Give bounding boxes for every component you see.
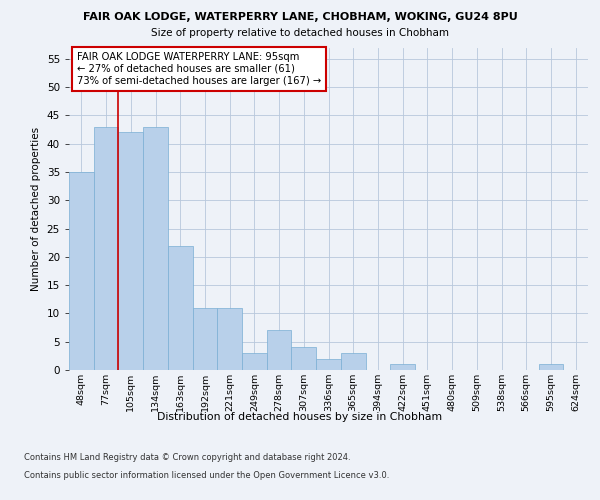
Bar	[341, 353, 365, 370]
Bar	[168, 246, 193, 370]
Bar	[390, 364, 415, 370]
Bar	[69, 172, 94, 370]
Bar	[143, 126, 168, 370]
Text: Contains public sector information licensed under the Open Government Licence v3: Contains public sector information licen…	[24, 471, 389, 480]
Bar	[539, 364, 563, 370]
Bar	[217, 308, 242, 370]
Bar	[316, 358, 341, 370]
Bar	[292, 348, 316, 370]
Bar	[94, 126, 118, 370]
Y-axis label: Number of detached properties: Number of detached properties	[31, 126, 41, 291]
Bar	[118, 132, 143, 370]
Bar	[242, 353, 267, 370]
Text: Distribution of detached houses by size in Chobham: Distribution of detached houses by size …	[157, 412, 443, 422]
Text: Contains HM Land Registry data © Crown copyright and database right 2024.: Contains HM Land Registry data © Crown c…	[24, 454, 350, 462]
Text: FAIR OAK LODGE, WATERPERRY LANE, CHOBHAM, WOKING, GU24 8PU: FAIR OAK LODGE, WATERPERRY LANE, CHOBHAM…	[83, 12, 517, 22]
Bar	[267, 330, 292, 370]
Bar	[193, 308, 217, 370]
Text: Size of property relative to detached houses in Chobham: Size of property relative to detached ho…	[151, 28, 449, 38]
Text: FAIR OAK LODGE WATERPERRY LANE: 95sqm
← 27% of detached houses are smaller (61)
: FAIR OAK LODGE WATERPERRY LANE: 95sqm ← …	[77, 52, 321, 86]
